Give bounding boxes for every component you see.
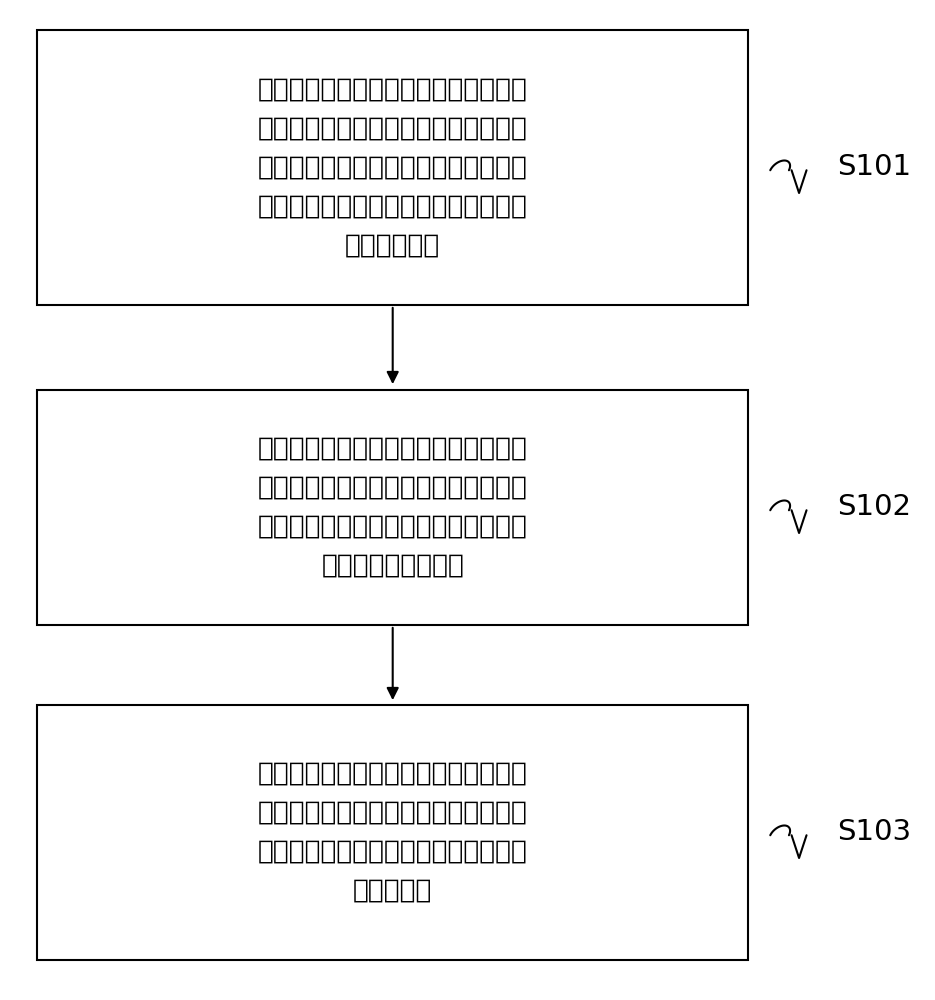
Text: S102: S102 — [837, 493, 911, 521]
Text: 将差分历史时间序列输入至预先训练好
的指数平滑模型中，得到待测固态硬盘
的用户系统写入量在预设未来时间段内
每天的变化量预测值: 将差分历史时间序列输入至预先训练好 的指数平滑模型中，得到待测固态硬盘 的用户系… — [258, 436, 527, 579]
Text: S103: S103 — [837, 818, 911, 846]
Text: 根据预测日前一天的实际用户系统写入
量、每天变化量预测值和待测固态硬盘
的写入数据总量对待测固态硬盘的寿命
进行预测。: 根据预测日前一天的实际用户系统写入 量、每天变化量预测值和待测固态硬盘 的写入数… — [258, 761, 527, 904]
Text: 获取预设历史时间段内待测固态硬盘每
天的用户系统写入量，以生成用于表示
待测固态硬盘的用户系统写入量在预设
历史时间段内每天的变化情况的差分历
史时间序列。: 获取预设历史时间段内待测固态硬盘每 天的用户系统写入量，以生成用于表示 待测固态… — [258, 77, 527, 258]
FancyBboxPatch shape — [37, 30, 748, 305]
Text: S101: S101 — [837, 153, 911, 181]
FancyBboxPatch shape — [37, 705, 748, 960]
FancyBboxPatch shape — [37, 390, 748, 625]
